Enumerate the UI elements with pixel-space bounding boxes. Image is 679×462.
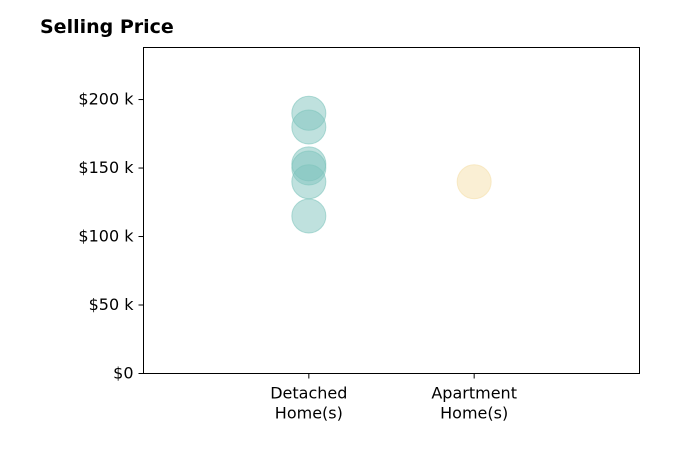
data-point bbox=[291, 109, 327, 145]
data-point bbox=[291, 164, 327, 200]
y-tick-label: $100 k bbox=[78, 227, 134, 246]
y-tick-label: $150 k bbox=[78, 158, 134, 177]
x-tick-label: Apartment Home(s) bbox=[431, 384, 517, 423]
y-tick-label: $50 k bbox=[89, 295, 135, 314]
y-tick-label: $0 bbox=[113, 364, 133, 383]
chart-title: Selling Price bbox=[40, 16, 174, 38]
x-tick-label: Detached Home(s) bbox=[270, 384, 347, 423]
y-tick-label: $200 k bbox=[78, 90, 134, 109]
data-point bbox=[291, 198, 327, 234]
plot-frame bbox=[143, 47, 640, 374]
y-axis: $0 $50 k $100 k $150 k $200 k bbox=[78, 90, 144, 383]
data-points bbox=[291, 95, 492, 234]
x-axis: Detached Home(s) Apartment Home(s) bbox=[270, 373, 517, 423]
data-point bbox=[456, 164, 492, 200]
